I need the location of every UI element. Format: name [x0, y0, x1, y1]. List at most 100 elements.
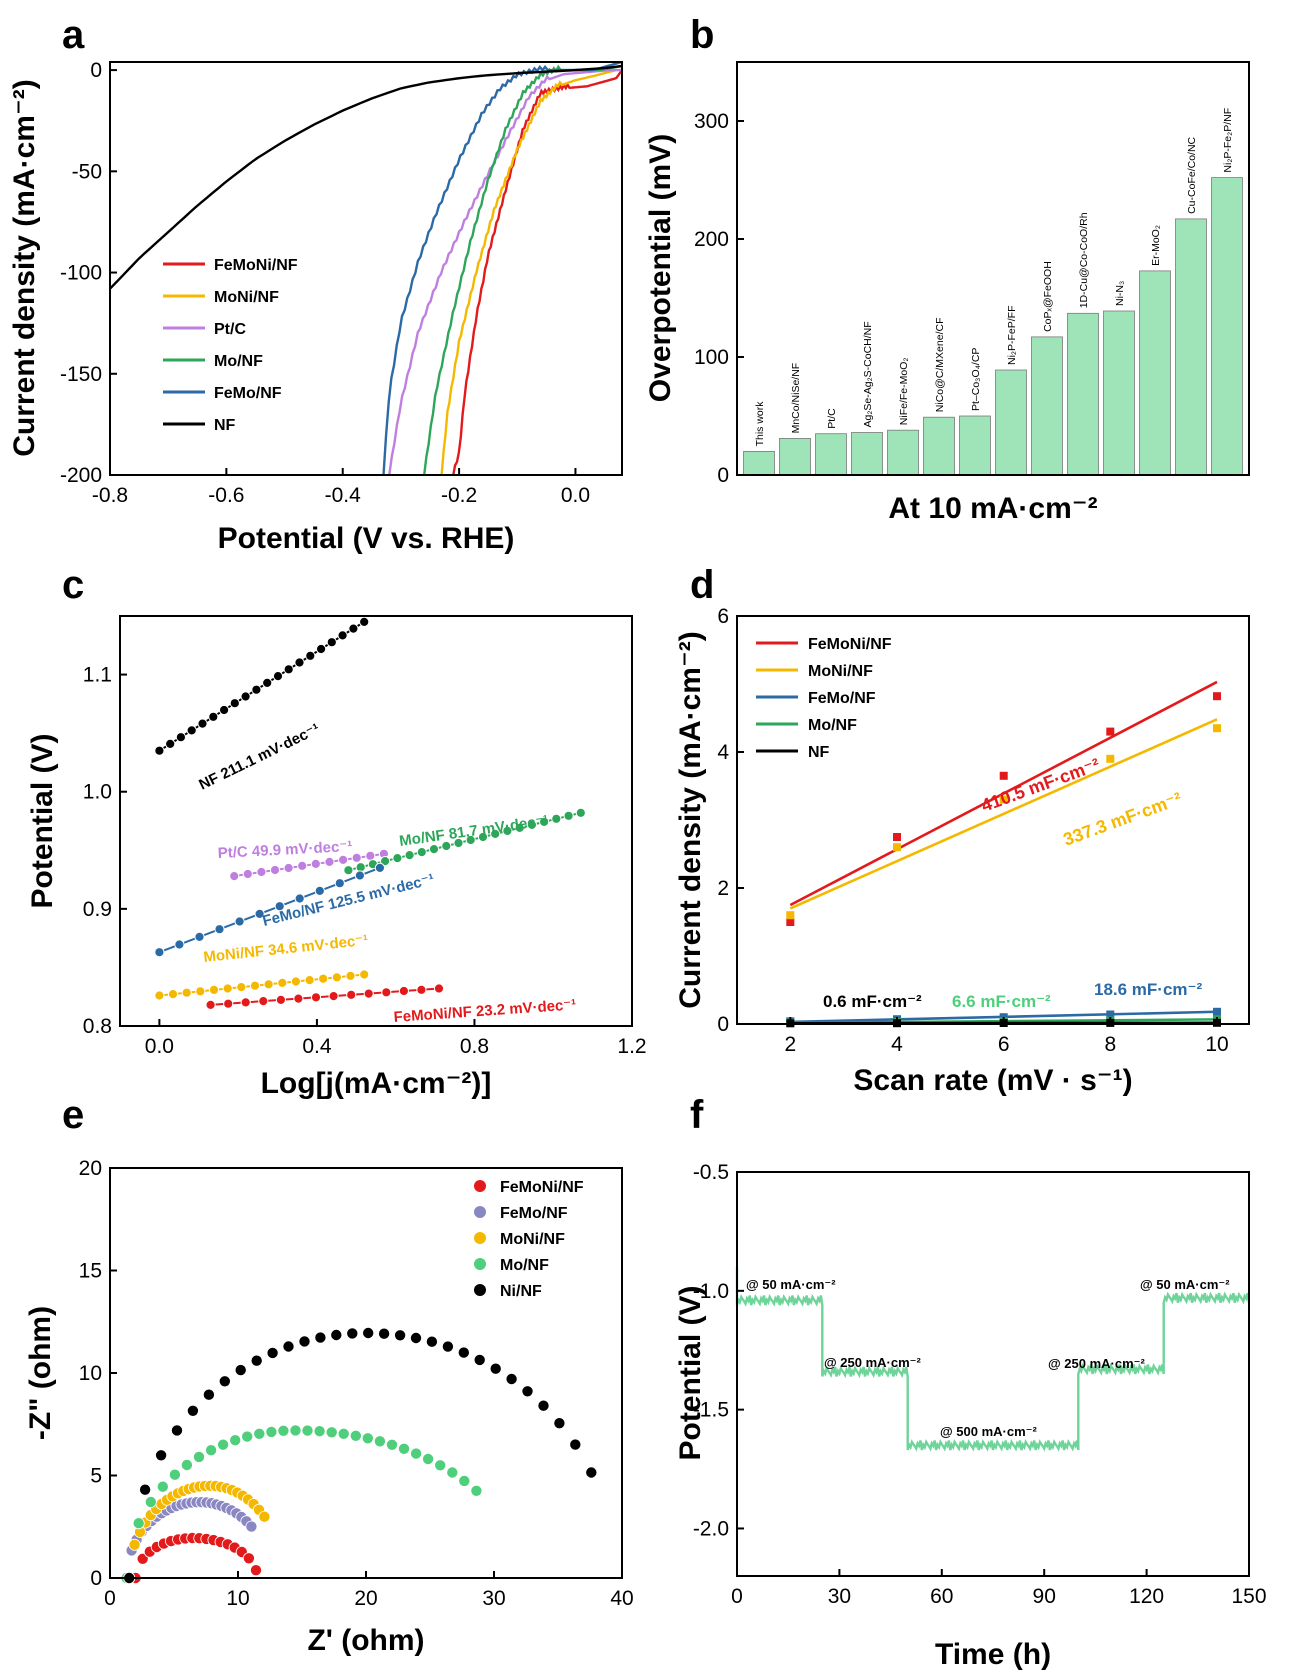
- point-ni-nf: [218, 1375, 231, 1388]
- point-ni-nf: [473, 1353, 486, 1366]
- point-mo-nf: [229, 1434, 242, 1447]
- point-ni-nf: [282, 1340, 295, 1353]
- panel-e-frame: [109, 1167, 623, 1579]
- y-tick-label: 0: [90, 1567, 102, 1590]
- point-ni-nf: [489, 1362, 502, 1375]
- point-femo-nf: [234, 916, 245, 927]
- y-tick-label: 1.1: [83, 664, 112, 687]
- y-tick-label: 5: [90, 1465, 102, 1488]
- fit-line-moni-nf: [789, 718, 1218, 910]
- e-legend-label-moni: MoNi/NF: [500, 1231, 565, 1248]
- point-femo-nf: [274, 901, 285, 912]
- point-femo-nf: [314, 885, 325, 897]
- y-tick-label: 200: [694, 228, 729, 251]
- point-femoni-nf: [381, 987, 392, 998]
- point-nf: [240, 691, 251, 702]
- point-femoni-nf: [205, 999, 216, 1011]
- point-femoni-nf: [1106, 727, 1115, 736]
- panel-label-d: d: [690, 563, 714, 607]
- d-legend-label-moni: MoNi/NF: [808, 663, 873, 680]
- bar-pt-c: [815, 433, 847, 476]
- legend-label-femoni: FeMoNi/NF: [214, 257, 298, 274]
- point-mo-nf: [441, 840, 452, 852]
- bar-label-ni-p-fe-p-nf: Ni₂P-Fe₂P/NF: [1222, 108, 1234, 173]
- y-tick-label: -150: [60, 363, 102, 386]
- point-ni-nf: [505, 1373, 518, 1386]
- panel-label-e: e: [62, 1093, 84, 1137]
- point-ni-nf: [457, 1346, 470, 1359]
- point-moni-nf: [154, 990, 165, 1001]
- point-mo-nf: [144, 1496, 157, 1509]
- point-femo-nf: [354, 870, 365, 881]
- point-nf: [186, 725, 197, 736]
- y-tick-label: 4: [717, 741, 729, 764]
- point-moni-nf: [999, 795, 1008, 804]
- panel-f: f 0 30 60 90 120 150 -0.5 -1.0 -1.5 -2.0 @ 50 mA·…: [674, 1093, 1267, 1671]
- x-tick-label: 0.0: [145, 1035, 174, 1058]
- panel-b-ticks: 0 100 200 300: [694, 110, 744, 487]
- bar-cu-cofe-co-nc: [1175, 218, 1207, 476]
- panel-a-ylabel: Current density (mA·cm⁻²): [8, 79, 41, 457]
- point-moni-nf: [236, 982, 247, 993]
- x-tick-label: 2: [784, 1033, 796, 1056]
- point-femo-nf: [245, 1520, 258, 1533]
- point-femo-nf: [294, 893, 305, 904]
- point-femoni-nf: [275, 994, 286, 1006]
- point-pt-c: [297, 860, 308, 872]
- point-femoni-nf: [416, 984, 427, 995]
- panel-f-label-1: @ 50 mA·cm⁻²: [746, 1277, 836, 1292]
- point-ni-nf: [330, 1329, 343, 1342]
- point-mo-nf: [380, 856, 391, 867]
- x-tick-label: -0.4: [325, 484, 362, 507]
- point-pt-c: [365, 850, 376, 861]
- panel-c: c 0.0 0.4 0.8 1.2 0.8 0.9 1.0 1.1 NF 211.1 mV·d…: [26, 563, 647, 1100]
- fit-line-moni-nf: [159, 973, 365, 997]
- bar-ag-se-ag-s-coch-nf: [851, 432, 883, 476]
- curve-femoni-nf: [452, 69, 623, 476]
- point-mo-nf: [265, 1425, 278, 1438]
- point-ni-nf: [346, 1327, 359, 1340]
- point-ni-nf: [314, 1331, 327, 1344]
- y-tick-label: 20: [79, 1157, 102, 1180]
- point-pt-c: [338, 854, 349, 866]
- point-mo-nf: [465, 834, 476, 846]
- point-nf: [359, 616, 370, 628]
- point-moni-nf: [345, 970, 356, 982]
- panel-b-ylabel: Overpotential (mV): [644, 134, 677, 402]
- point-mo-nf: [539, 816, 550, 828]
- panel-label-f: f: [690, 1093, 704, 1137]
- panel-c-label-nf: NF 211.1 mV·dec⁻¹: [196, 720, 322, 793]
- y-tick-label: 2: [717, 877, 729, 900]
- y-tick-label: -50: [72, 160, 102, 183]
- bar-label-pt-c: Pt/C: [826, 408, 838, 429]
- panel-f-frame: [736, 1171, 1250, 1577]
- point-mo-nf: [453, 837, 464, 849]
- panel-d-label-nf: 0.6 mF·cm⁻²: [823, 992, 922, 1011]
- e-legend-dot-mo: [474, 1258, 486, 1270]
- point-ni-nf: [202, 1388, 215, 1401]
- point-moni-nf: [249, 980, 261, 991]
- bar-label-ni-n: Ni-N₃: [1114, 281, 1126, 306]
- point-moni-nf: [290, 976, 301, 987]
- y-tick-label: -200: [60, 464, 102, 487]
- point-ni-nf: [170, 1424, 183, 1437]
- point-mo-nf: [428, 844, 440, 855]
- panel-f-xlabel: Time (h): [935, 1638, 1051, 1671]
- x-tick-label: 0.0: [561, 484, 590, 507]
- y-tick-label: 1.0: [83, 781, 112, 804]
- point-femoni-nf: [893, 833, 901, 841]
- x-tick-label: 0.8: [460, 1035, 489, 1058]
- panel-f-label-2: @ 250 mA·cm⁻²: [824, 1355, 922, 1370]
- point-femoni-nf: [293, 993, 304, 1004]
- point-mo-nf: [410, 1447, 423, 1460]
- panel-f-label-3: @ 500 mA·cm⁻²: [940, 1424, 1038, 1439]
- x-tick-label: -0.2: [441, 484, 477, 507]
- point-femoni-nf: [223, 998, 234, 1009]
- y-tick-label: 6: [717, 605, 729, 628]
- point-femoni-nf: [242, 1552, 255, 1565]
- point-mo-nf: [168, 1468, 181, 1481]
- bar-mnco-nise-nf: [779, 437, 811, 476]
- point-ni-nf: [394, 1329, 407, 1342]
- panel-f-data: [735, 1267, 1251, 1452]
